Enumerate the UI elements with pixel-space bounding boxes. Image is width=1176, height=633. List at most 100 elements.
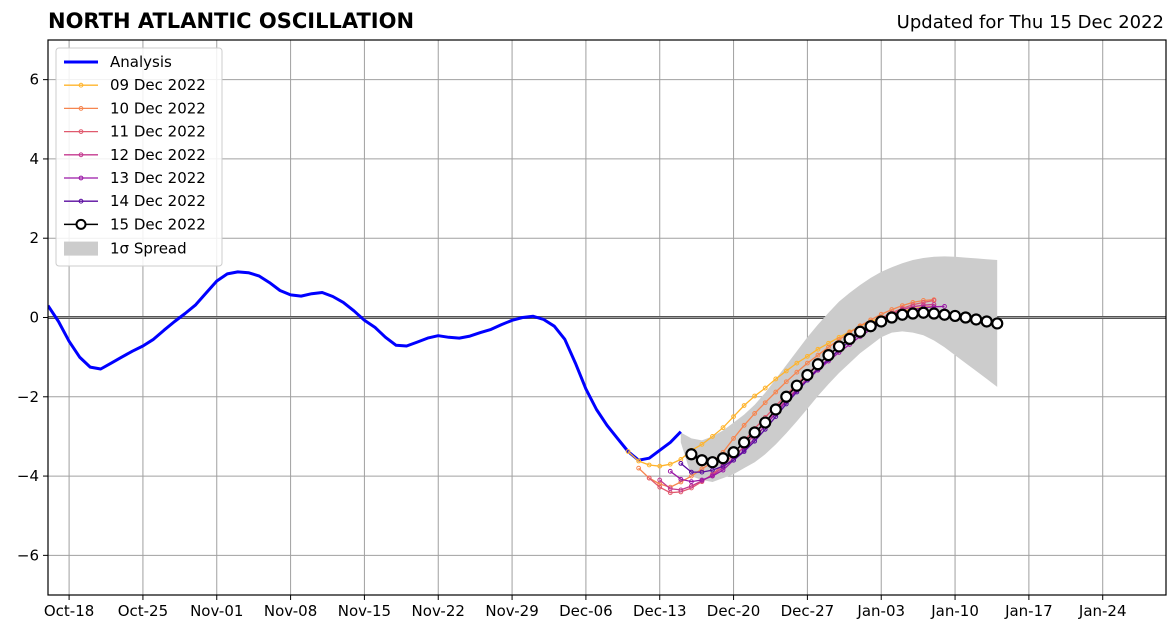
legend-marker [78,152,84,158]
forecast-point [741,449,747,454]
forecast-point [959,311,972,324]
forecast-point [741,422,747,428]
forecast-point [921,300,926,305]
legend-marker [78,82,84,88]
forecast-point [783,368,789,374]
x-tick-label: Jan-24 [1078,602,1127,620]
forecast-point [773,376,779,382]
forecast-point [762,400,768,406]
forecast-point [864,320,877,333]
forecast-point [991,317,1004,330]
legend-swatch [64,241,98,256]
legend-marker [78,198,84,204]
forecast-line [638,299,935,488]
forecast-point [667,486,673,492]
forecast-point [657,477,663,483]
forecast-point [667,468,673,474]
forecast-point [759,416,772,429]
y-tick-label: −2 [17,388,39,406]
forecast-point [699,466,705,472]
forecast-point [688,483,694,489]
legend: Analysis 09 Dec 2022 10 Dec 2022 11 Dec 202… [55,47,223,267]
forecast-point [980,315,993,328]
x-tick-label: Nov-22 [412,602,465,620]
x-tick-label: Nov-29 [485,602,538,620]
legend-label: 14 Dec 2022 [110,192,206,210]
legend-marker [78,106,84,111]
forecast-point [896,308,909,321]
forecast-point [646,462,652,468]
forecast-point [667,461,673,467]
forecast-point [706,456,719,469]
legend-label: 1σ Spread [110,240,187,258]
forecast-point [938,308,951,321]
forecast-point [843,332,856,346]
forecast-point [752,411,758,416]
forecast-point [710,434,715,439]
forecast-point [917,306,930,319]
forecast-point [657,463,663,469]
legend-marker [75,218,87,230]
forecast-point [731,414,736,420]
x-tick-label: Nov-08 [264,602,317,620]
forecast-point [801,368,814,382]
updated-label: Updated for Thu 15 Dec 2022 [896,12,1164,33]
forecast-point [815,352,821,358]
plot-area [48,256,1004,496]
forecast-point [970,313,983,326]
forecast-point [699,469,705,475]
forecast-point [738,436,751,449]
forecast-point [699,477,705,483]
legend-marker [78,129,84,135]
y-tick-label: 0 [29,309,39,327]
analysis-line [48,270,682,462]
forecast-point [657,484,663,490]
axes: Oct-18 Oct-25 Nov-01 Nov-08 Nov-15 Nov-22 Nov-… [17,71,1127,620]
y-tick-label: 4 [29,150,39,168]
x-tick-label: Nov-01 [190,602,243,620]
forecast-point [804,353,810,359]
forecast-point [678,479,684,485]
forecast-point [688,479,694,485]
forecast-point [699,441,705,447]
forecast-point [727,446,740,459]
legend-label: 15 Dec 2022 [110,215,206,233]
x-tick-label: Dec-13 [633,602,687,620]
forecast-point [815,346,821,352]
y-tick-label: −4 [17,467,39,485]
forecast-point [769,403,782,416]
legend-label: 10 Dec 2022 [110,99,206,117]
forecast-point [731,436,736,441]
forecast-point [716,452,730,465]
forecast-point [646,475,652,481]
spread-band [680,256,998,482]
forecast-point [804,360,810,366]
chart-title: NORTH ATLANTIC OSCILLATION [48,9,415,33]
forecast-point [636,458,642,464]
forecast-point [748,426,761,439]
forecast-point [741,403,747,408]
grid-lines [48,40,1166,595]
forecast-point [783,379,789,385]
forecast-point [875,315,888,328]
legend-label: 11 Dec 2022 [110,123,206,141]
forecast-point [678,460,684,466]
forecast-point [762,385,768,391]
y-tick-label: −6 [17,546,39,564]
legend-marker [78,175,84,181]
forecast-point [790,379,803,392]
forecast-point [773,389,779,395]
forecast-point [710,473,715,479]
x-tick-label: Oct-18 [44,602,94,620]
forecast-point [948,309,962,323]
x-tick-label: Dec-20 [707,602,761,620]
forecast-point [906,307,919,320]
forecast-point [720,425,726,431]
forecast-point [695,454,709,467]
legend-label: Analysis [110,53,172,71]
forecast-point [678,487,684,493]
y-tick-label: 6 [29,71,39,89]
forecast-point [780,390,793,403]
forecast-point [885,311,898,324]
